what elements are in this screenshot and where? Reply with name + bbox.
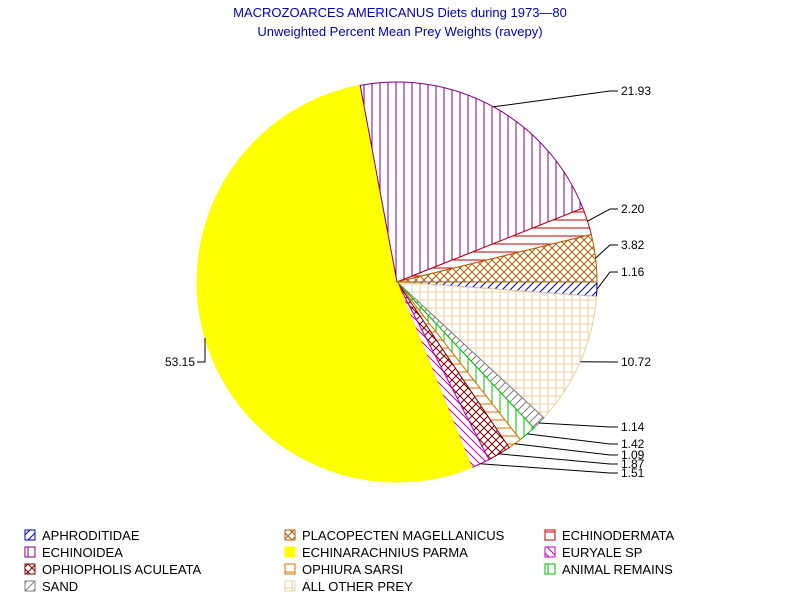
legend-label-echinarachnius-parma: ECHINARACHNIUS PARMA [302, 545, 468, 560]
legend-label-echinodermata: ECHINODERMATA [562, 528, 675, 543]
slice-label-euryale-sp: 1.51 [621, 466, 645, 480]
leader-line-placopecten-magellanicus [595, 244, 618, 259]
legend-swatch-aphroditidae [24, 529, 36, 541]
legend-label-euryale-sp: EURYALE SP [562, 545, 642, 560]
legend-swatch-euryale-sp [544, 546, 556, 558]
legend-swatch-echinodermata [544, 529, 556, 541]
slice-label-echinarachnius-parma: 53.15 [165, 355, 195, 369]
slice-label-echinoidea: 21.93 [621, 84, 651, 98]
leader-line-echinodermata [587, 208, 618, 222]
slice-label-sand: 1.14 [621, 420, 645, 434]
leader-line-sand [538, 422, 618, 428]
slice-label-ophiopholis-aculeata: 1.87 [621, 457, 645, 471]
legend-label-ophiopholis-aculeata: OPHIOPHOLIS ACULEATA [42, 562, 202, 577]
leader-line-echinarachnius-parma [197, 338, 206, 363]
slice-label-echinodermata: 2.20 [621, 202, 645, 216]
legend: APHRODITIDAE PLACOPECTEN MAGELLANICUS ECHI… [24, 528, 675, 594]
legend-swatch-animal-remains [544, 563, 556, 575]
legend-swatch-echinoidea [24, 546, 36, 558]
legend-swatch-all-other-prey [284, 580, 296, 592]
slice-labels: 1.16 10.72 1.14 1.421.091.871.51 53.15 21.93 2… [165, 84, 651, 480]
legend-label-all-other-prey: ALL OTHER PREY [302, 579, 413, 594]
legend-label-animal-remains: ANIMAL REMAINS [562, 562, 673, 577]
pie-slices [196, 81, 598, 483]
leader-line-echinoidea [493, 90, 618, 108]
slice-label-placopecten-magellanicus: 3.82 [621, 238, 645, 252]
chart-subtitle: Unweighted Percent Mean Prey Weights (ra… [257, 24, 542, 39]
slice-label-ophiura-sarsi: 1.09 [621, 448, 645, 462]
leader-line-animal-remains [527, 433, 618, 445]
legend-swatch-ophiura-sarsi [284, 563, 296, 575]
slice-label-animal-remains: 1.42 [621, 437, 645, 451]
pie-slice-placopecten-magellanicus [396, 233, 598, 283]
legend-label-sand: SAND [42, 579, 78, 594]
legend-swatch-sand [24, 580, 36, 592]
leader-line-aphroditidae [596, 271, 618, 290]
slice-label-aphroditidae: 1.16 [621, 265, 645, 279]
leader-line-ophiura-sarsi [514, 443, 618, 456]
legend-label-aphroditidae: APHRODITIDAE [42, 528, 140, 543]
legend-label-ophiura-sarsi: OPHIURA SARSI [302, 562, 403, 577]
leader-line-ophiopholis-aculeata [499, 453, 618, 465]
leader-line-euryale-sp [480, 463, 618, 474]
legend-swatch-echinarachnius-parma [284, 546, 296, 558]
legend-swatch-placopecten-magellanicus [284, 529, 296, 541]
legend-swatch-ophiopholis-aculeata [24, 563, 36, 575]
pie-slice-all-other-prey [395, 281, 598, 419]
chart-title: MACROZOARCES AMERICANUS Diets during 197… [233, 5, 567, 20]
legend-label-placopecten-magellanicus: PLACOPECTEN MAGELLANICUS [302, 528, 505, 543]
slice-label-all-other-prey: 10.72 [621, 355, 651, 369]
legend-label-echinoidea: ECHINOIDEA [42, 545, 123, 560]
